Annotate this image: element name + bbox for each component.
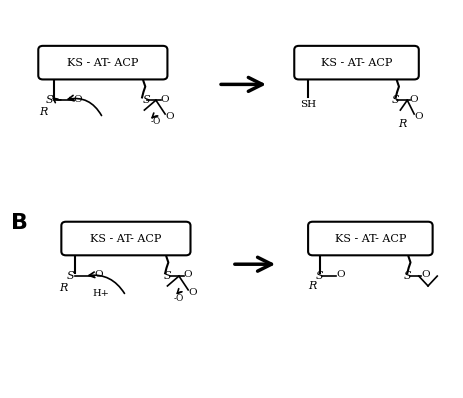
Text: SH: SH xyxy=(300,100,315,109)
Text: B: B xyxy=(11,213,28,233)
Text: S: S xyxy=(163,271,171,281)
FancyBboxPatch shape xyxy=(294,46,418,80)
Text: R: R xyxy=(308,281,316,291)
Text: R: R xyxy=(59,283,68,293)
Text: -O: -O xyxy=(150,117,161,126)
Text: S: S xyxy=(391,95,399,105)
Text: O: O xyxy=(413,112,422,121)
Text: S: S xyxy=(46,95,54,105)
Text: KS - AT- ACP: KS - AT- ACP xyxy=(67,58,138,68)
Text: -O: -O xyxy=(174,294,184,303)
FancyBboxPatch shape xyxy=(61,222,190,256)
Text: S: S xyxy=(67,271,74,281)
Text: O: O xyxy=(188,288,197,297)
Text: O: O xyxy=(73,94,81,103)
Text: KS - AT- ACP: KS - AT- ACP xyxy=(320,58,391,68)
Text: O: O xyxy=(161,94,169,103)
Text: R: R xyxy=(38,107,47,117)
Text: R: R xyxy=(398,119,406,129)
Text: S: S xyxy=(315,271,323,281)
FancyBboxPatch shape xyxy=(307,222,432,256)
FancyBboxPatch shape xyxy=(38,46,167,80)
Text: S: S xyxy=(403,271,410,281)
Text: O: O xyxy=(165,112,174,121)
Text: KS - AT- ACP: KS - AT- ACP xyxy=(334,234,405,244)
Text: O: O xyxy=(420,270,429,279)
Text: KS - AT- ACP: KS - AT- ACP xyxy=(90,234,161,244)
Text: O: O xyxy=(94,270,102,279)
Text: O: O xyxy=(183,270,192,279)
Text: H+: H+ xyxy=(92,289,109,298)
Text: O: O xyxy=(409,94,418,103)
Text: S: S xyxy=(143,95,150,105)
Text: O: O xyxy=(335,270,344,279)
